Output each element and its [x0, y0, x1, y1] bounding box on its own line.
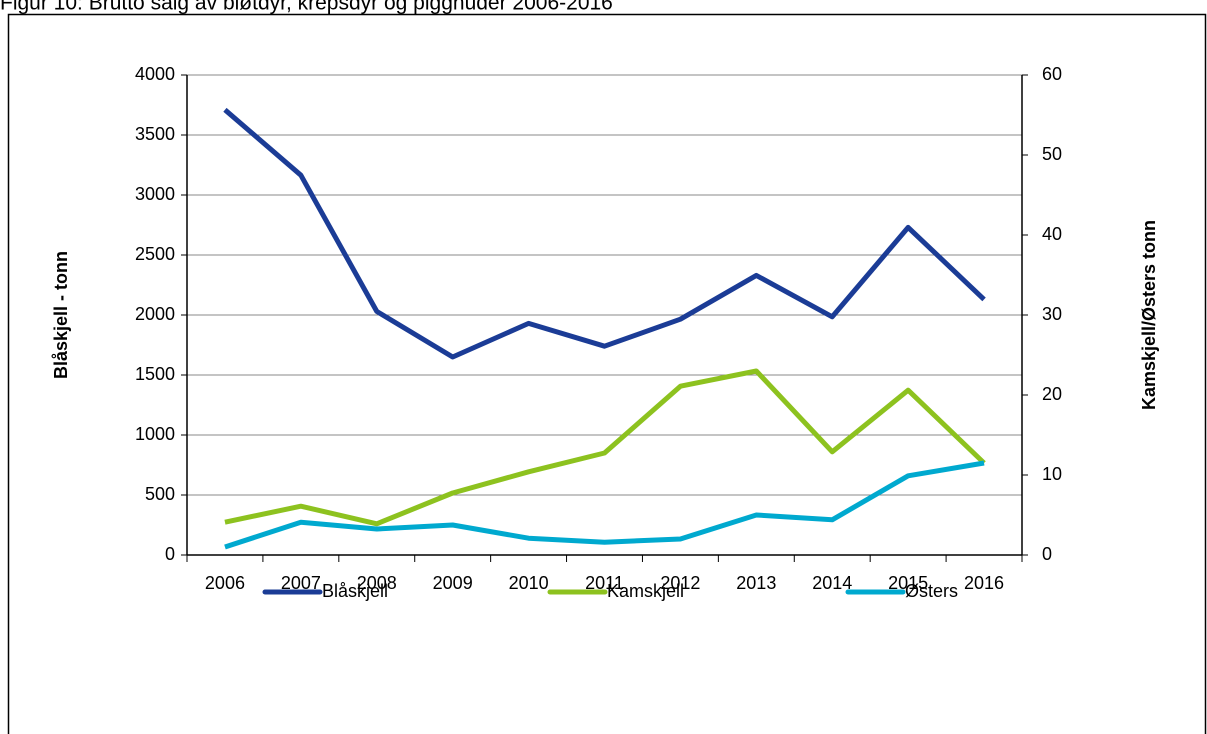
series-line [224, 460, 985, 550]
series-line [224, 368, 986, 527]
x-tick-label: 2012 [660, 573, 700, 593]
series-line [223, 107, 986, 360]
x-tick-label: 2006 [205, 573, 245, 593]
y2-tick-label: 40 [1042, 224, 1062, 244]
x-tick-label: 2015 [888, 573, 928, 593]
y-axis-label: Blåskjell - tonn [51, 251, 71, 379]
chart-title: Figur 10: Brutto salg av bløtdyr, krepsd… [0, 0, 613, 15]
x-tick-label: 2010 [509, 573, 549, 593]
y2-tick-label: 20 [1042, 384, 1062, 404]
x-tick-label: 2016 [964, 573, 1004, 593]
chart-border [7, 13, 1207, 734]
legend-label: Kamskjell [607, 581, 684, 601]
x-tick-label: 2008 [357, 573, 397, 593]
x-tick-label: 2007 [281, 573, 321, 593]
y-tick-label: 1500 [135, 364, 175, 384]
y2-tick-label: 30 [1042, 304, 1062, 324]
y2-tick-label: 50 [1042, 144, 1062, 164]
y2-axis-label: Kamskjell/Østers tonn [1139, 220, 1159, 410]
y-tick-label: 2500 [135, 244, 175, 264]
x-tick-label: 2009 [433, 573, 473, 593]
y-tick-label: 1000 [135, 424, 175, 444]
y-tick-label: 0 [165, 544, 175, 564]
y-tick-label: 2000 [135, 304, 175, 324]
y-tick-label: 4000 [135, 64, 175, 84]
y-tick-label: 500 [145, 484, 175, 504]
y-tick-label: 3500 [135, 124, 175, 144]
legend-label: Blåskjell [322, 581, 388, 601]
y2-tick-label: 10 [1042, 464, 1062, 484]
y-tick-label: 3000 [135, 184, 175, 204]
legend-label: Østers [905, 581, 958, 601]
x-tick-label: 2014 [812, 573, 852, 593]
y2-tick-label: 0 [1042, 544, 1052, 564]
y2-tick-label: 60 [1042, 64, 1062, 84]
x-tick-label: 2013 [736, 573, 776, 593]
x-tick-label: 2011 [585, 573, 624, 593]
